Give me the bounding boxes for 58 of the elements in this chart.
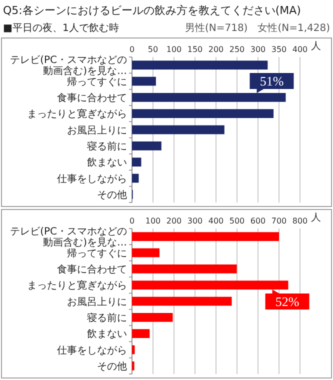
bar [132,141,162,150]
x-axis-title: 人 [311,41,321,52]
y-tick-label: 帰ってすぐに [67,76,127,88]
x-tick-label: 700 [271,216,287,226]
y-tick-label: まったりと寛ぎながら [27,108,127,120]
y-tick-label: 帰ってすぐに [67,247,127,260]
x-tick-label: 200 [166,216,182,226]
x-tick-label: 50 [148,45,158,54]
y-tick-label: 仕事をしながら [57,172,127,185]
y-tick-label: まったりと寛ぎながら [27,280,127,292]
bar [132,125,224,134]
bar [132,158,142,167]
y-tick-label: 食事に合わせて [57,92,127,104]
bar [132,76,156,86]
bar [132,92,286,102]
bar [132,248,160,258]
x-tick-label: 0 [129,45,135,54]
y-tick-label: お風呂上りに [67,296,127,308]
bar [132,60,268,70]
y-tick-label: 食事に合わせて [57,263,127,276]
bar [132,296,232,306]
x-tick-label: 350 [271,45,287,54]
chart-subtitle: 男性(N=718) 女性(N=1,428) [184,22,330,34]
y-tick-label: 仕事をしながら [57,344,127,356]
annotation: 51% [260,73,284,88]
y-tick-label: 飲まない [87,329,127,340]
x-tick-label: 150 [187,45,203,54]
x-tick-label: 400 [292,45,308,54]
x-tick-label: 400 [208,216,224,226]
text: ■平日の夜、1人で飲む時 [3,22,119,34]
x-tick-label: 600 [250,216,266,226]
bar [132,280,288,290]
x-tick-label: 100 [166,45,182,54]
bar [132,329,150,338]
y-tick-label: テレビ(PC・スマホなどの動画含む)を見な… [10,55,127,78]
y-tick-label: 寝る前に [87,312,127,324]
bar [132,312,173,322]
x-tick-label: 200 [208,45,224,54]
bar [132,264,237,274]
y-tick-label: その他 [97,360,127,372]
y-tick-label: 寝る前に [87,140,127,152]
x-tick-label: 0 [129,216,135,226]
y-tick-label: 飲まない [87,158,127,169]
y-tick-label: お風呂上りに [67,124,127,136]
bar [132,232,279,242]
x-tick-label: 100 [145,216,161,226]
bar [132,109,274,118]
y-tick-label: その他 [97,188,127,201]
x-tick-label: 250 [229,45,245,54]
chart-title: Q5:各シーンにおけるビールの飲み方を教えてください(MA) [3,4,301,17]
y-tick-label: テレビ(PC・スマホなどの動画含む)を見な… [10,226,127,249]
x-tick-label: 300 [187,216,203,226]
x-axis-title: 人 [311,212,321,224]
x-tick-label: 300 [250,45,266,54]
x-tick-label: 800 [292,216,308,226]
annotation: 52% [275,294,300,310]
bar [132,174,139,183]
x-tick-label: 500 [229,216,245,226]
